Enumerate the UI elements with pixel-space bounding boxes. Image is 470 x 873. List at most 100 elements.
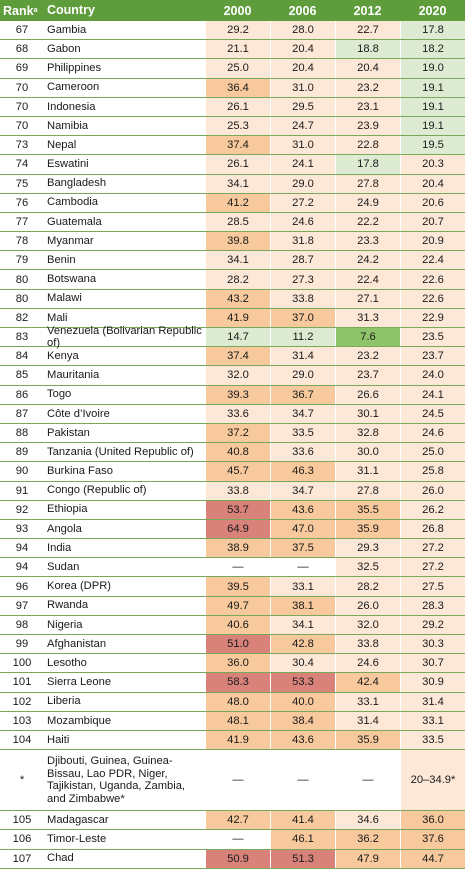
table-row: 79 Benin 34.1 28.7 24.2 22.4 [0,251,465,271]
score-cell-2006: 37.0 [270,308,335,327]
score-cell-2020: 20.7 [400,212,465,232]
score-cell-2020: 18.2 [400,40,465,59]
rank-cell: * [19,774,25,787]
score-cell-2012: — [335,750,400,811]
table-row: 105 Madagascar 42.7 41.4 34.6 36.0 [0,811,465,831]
score-cell-2012: 24.9 [335,193,400,212]
score-cell-2006: 33.8 [270,289,335,308]
score-cell-2012: 36.2 [335,830,400,849]
rank-cell: 86 [15,388,29,401]
score-cell-2012: 20.4 [335,59,400,78]
score-cell-2000: 37.4 [205,347,270,366]
table-row: 80 Malawi 43.2 33.8 27.1 22.6 [0,289,465,309]
country-cell: Botswana [47,273,97,286]
rank-cell: 88 [15,427,29,440]
rank-cell: 67 [15,24,29,37]
score-cell-2012: 32.5 [335,558,400,577]
table-row: 92 Ethiopia 53.7 43.6 35.5 26.2 [0,500,465,520]
score-cell-2000: 21.1 [205,40,270,59]
country-cell: Mozambique [47,714,112,727]
score-cell-2020: 25.0 [400,443,465,462]
country-cell: Madagascar [47,813,109,826]
rank-cell: 70 [15,120,29,133]
score-cell-2020: 20.9 [400,232,465,251]
rank-cell: 90 [15,465,29,478]
score-cell-2006: 53.3 [270,673,335,692]
score-cell-2012: 32.0 [335,615,400,634]
table-row: 90 Burkina Faso 45.7 46.3 31.1 25.8 [0,462,465,482]
table-row: 91 Congo (Republic of) 33.8 34.7 27.8 26.0 [0,481,465,501]
table-row: 87 Côte d’Ivoire 33.6 34.7 30.1 24.5 [0,404,465,424]
table-row: 85 Mauritania 32.0 29.0 23.7 24.0 [0,366,465,386]
score-cell-2000: 39.5 [205,577,270,596]
country-cell: Liberia [47,695,81,708]
country-cell: Benin [47,254,76,267]
country-cell: Sudan [47,561,80,574]
score-cell-2000: 34.1 [205,174,270,193]
score-cell-2020: 24.1 [400,385,465,404]
score-cell-2006: — [270,558,335,577]
score-cell-2000: 28.2 [205,270,270,289]
rank-cell: 91 [15,484,29,497]
score-cell-2000: 33.6 [205,404,270,423]
table-row: 83 Venezuela (Bolivarian Republic of) 14.7… [0,325,465,349]
score-cell-2020: 22.6 [400,270,465,289]
score-cell-2012: 47.9 [335,849,400,868]
country-cell: Mauritania [47,369,100,382]
country-cell: Namibia [47,119,89,132]
country-cell: Cameroon [47,81,100,94]
score-cell-2020: 24.6 [400,423,465,443]
score-cell-2000: — [205,830,270,849]
country-cell: Rwanda [47,599,89,612]
table-row: 70 Cameroon 36.4 31.0 23.2 19.1 [0,78,465,98]
score-cell-2000: 28.5 [205,212,270,232]
score-cell-2012: 22.4 [335,270,400,289]
score-cell-2020: 19.1 [400,97,465,116]
rank-cell: 80 [15,273,29,286]
score-cell-2012: 22.2 [335,212,400,232]
score-cell-2012: 26.6 [335,385,400,404]
country-cell: Ethiopia [47,503,88,516]
score-cell-2006: 42.8 [270,635,335,654]
country-cell: Afghanistan [47,637,107,650]
score-cell-2000: 37.2 [205,423,270,443]
score-cell-2006: 43.6 [270,730,335,750]
rank-cell: 75 [15,177,29,190]
country-cell: Togo [47,388,72,401]
country-cell: Angola [47,522,82,535]
score-cell-2012: 17.8 [335,155,400,174]
score-cell-2020: 19.0 [400,59,465,78]
score-cell-2012: 31.1 [335,462,400,481]
score-cell-2020: 27.2 [400,558,465,577]
score-cell-2012: 33.8 [335,635,400,654]
table-row: 74 Eswatini 26.1 24.1 17.8 20.3 [0,155,465,175]
table-row: 67 Gambia 29.2 28.0 22.7 17.8 [0,21,465,41]
score-cell-2000: 41.9 [205,308,270,327]
score-cell-2000: 40.6 [205,615,270,634]
header-rank-label: Rank [3,3,34,18]
score-cell-2020: 33.1 [400,711,465,730]
rank-cell: 92 [15,503,29,516]
score-cell-2006: 24.6 [270,212,335,232]
score-cell-2000: 26.1 [205,155,270,174]
score-cell-2012: 28.2 [335,577,400,596]
table-row: 101 Sierra Leone 58.3 53.3 42.4 30.9 [0,673,465,693]
score-cell-2000: — [205,558,270,577]
country-cell: Philippines [47,62,102,75]
score-cell-2006: 46.3 [270,462,335,481]
score-cell-2000: 53.7 [205,500,270,519]
country-cell: Indonesia [47,100,96,113]
score-cell-2000: 42.7 [205,811,270,830]
rank-cell: 98 [15,618,29,631]
score-cell-2006: 34.7 [270,481,335,500]
score-cell-2000: 58.3 [205,673,270,692]
rank-cell: 89 [15,446,29,459]
score-cell-2000: 43.2 [205,289,270,308]
score-cell-2000: 49.7 [205,596,270,615]
rank-cell: 74 [15,158,29,171]
score-cell-2000: 50.9 [205,849,270,868]
score-cell-2006: 11.2 [270,328,335,347]
rank-cell: 79 [15,254,29,267]
table-row: 107 Chad 50.9 51.3 47.9 44.7 [0,849,465,869]
score-cell-2006: 31.0 [270,136,335,155]
